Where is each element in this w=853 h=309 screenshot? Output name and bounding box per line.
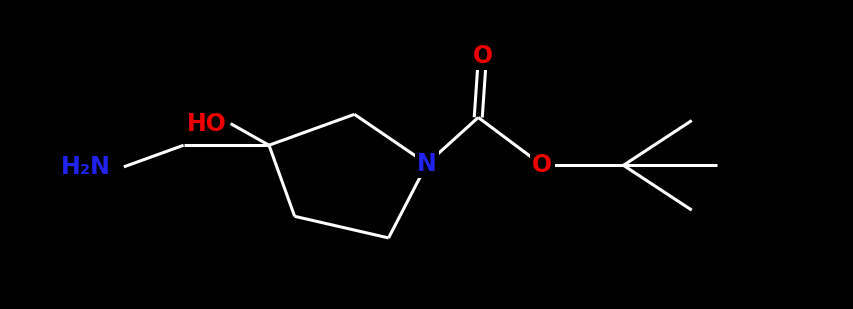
Text: O: O (472, 44, 492, 68)
Text: O: O (531, 153, 552, 177)
Text: H₂N: H₂N (61, 155, 111, 179)
Text: HO: HO (186, 112, 226, 136)
Text: N: N (416, 152, 437, 176)
